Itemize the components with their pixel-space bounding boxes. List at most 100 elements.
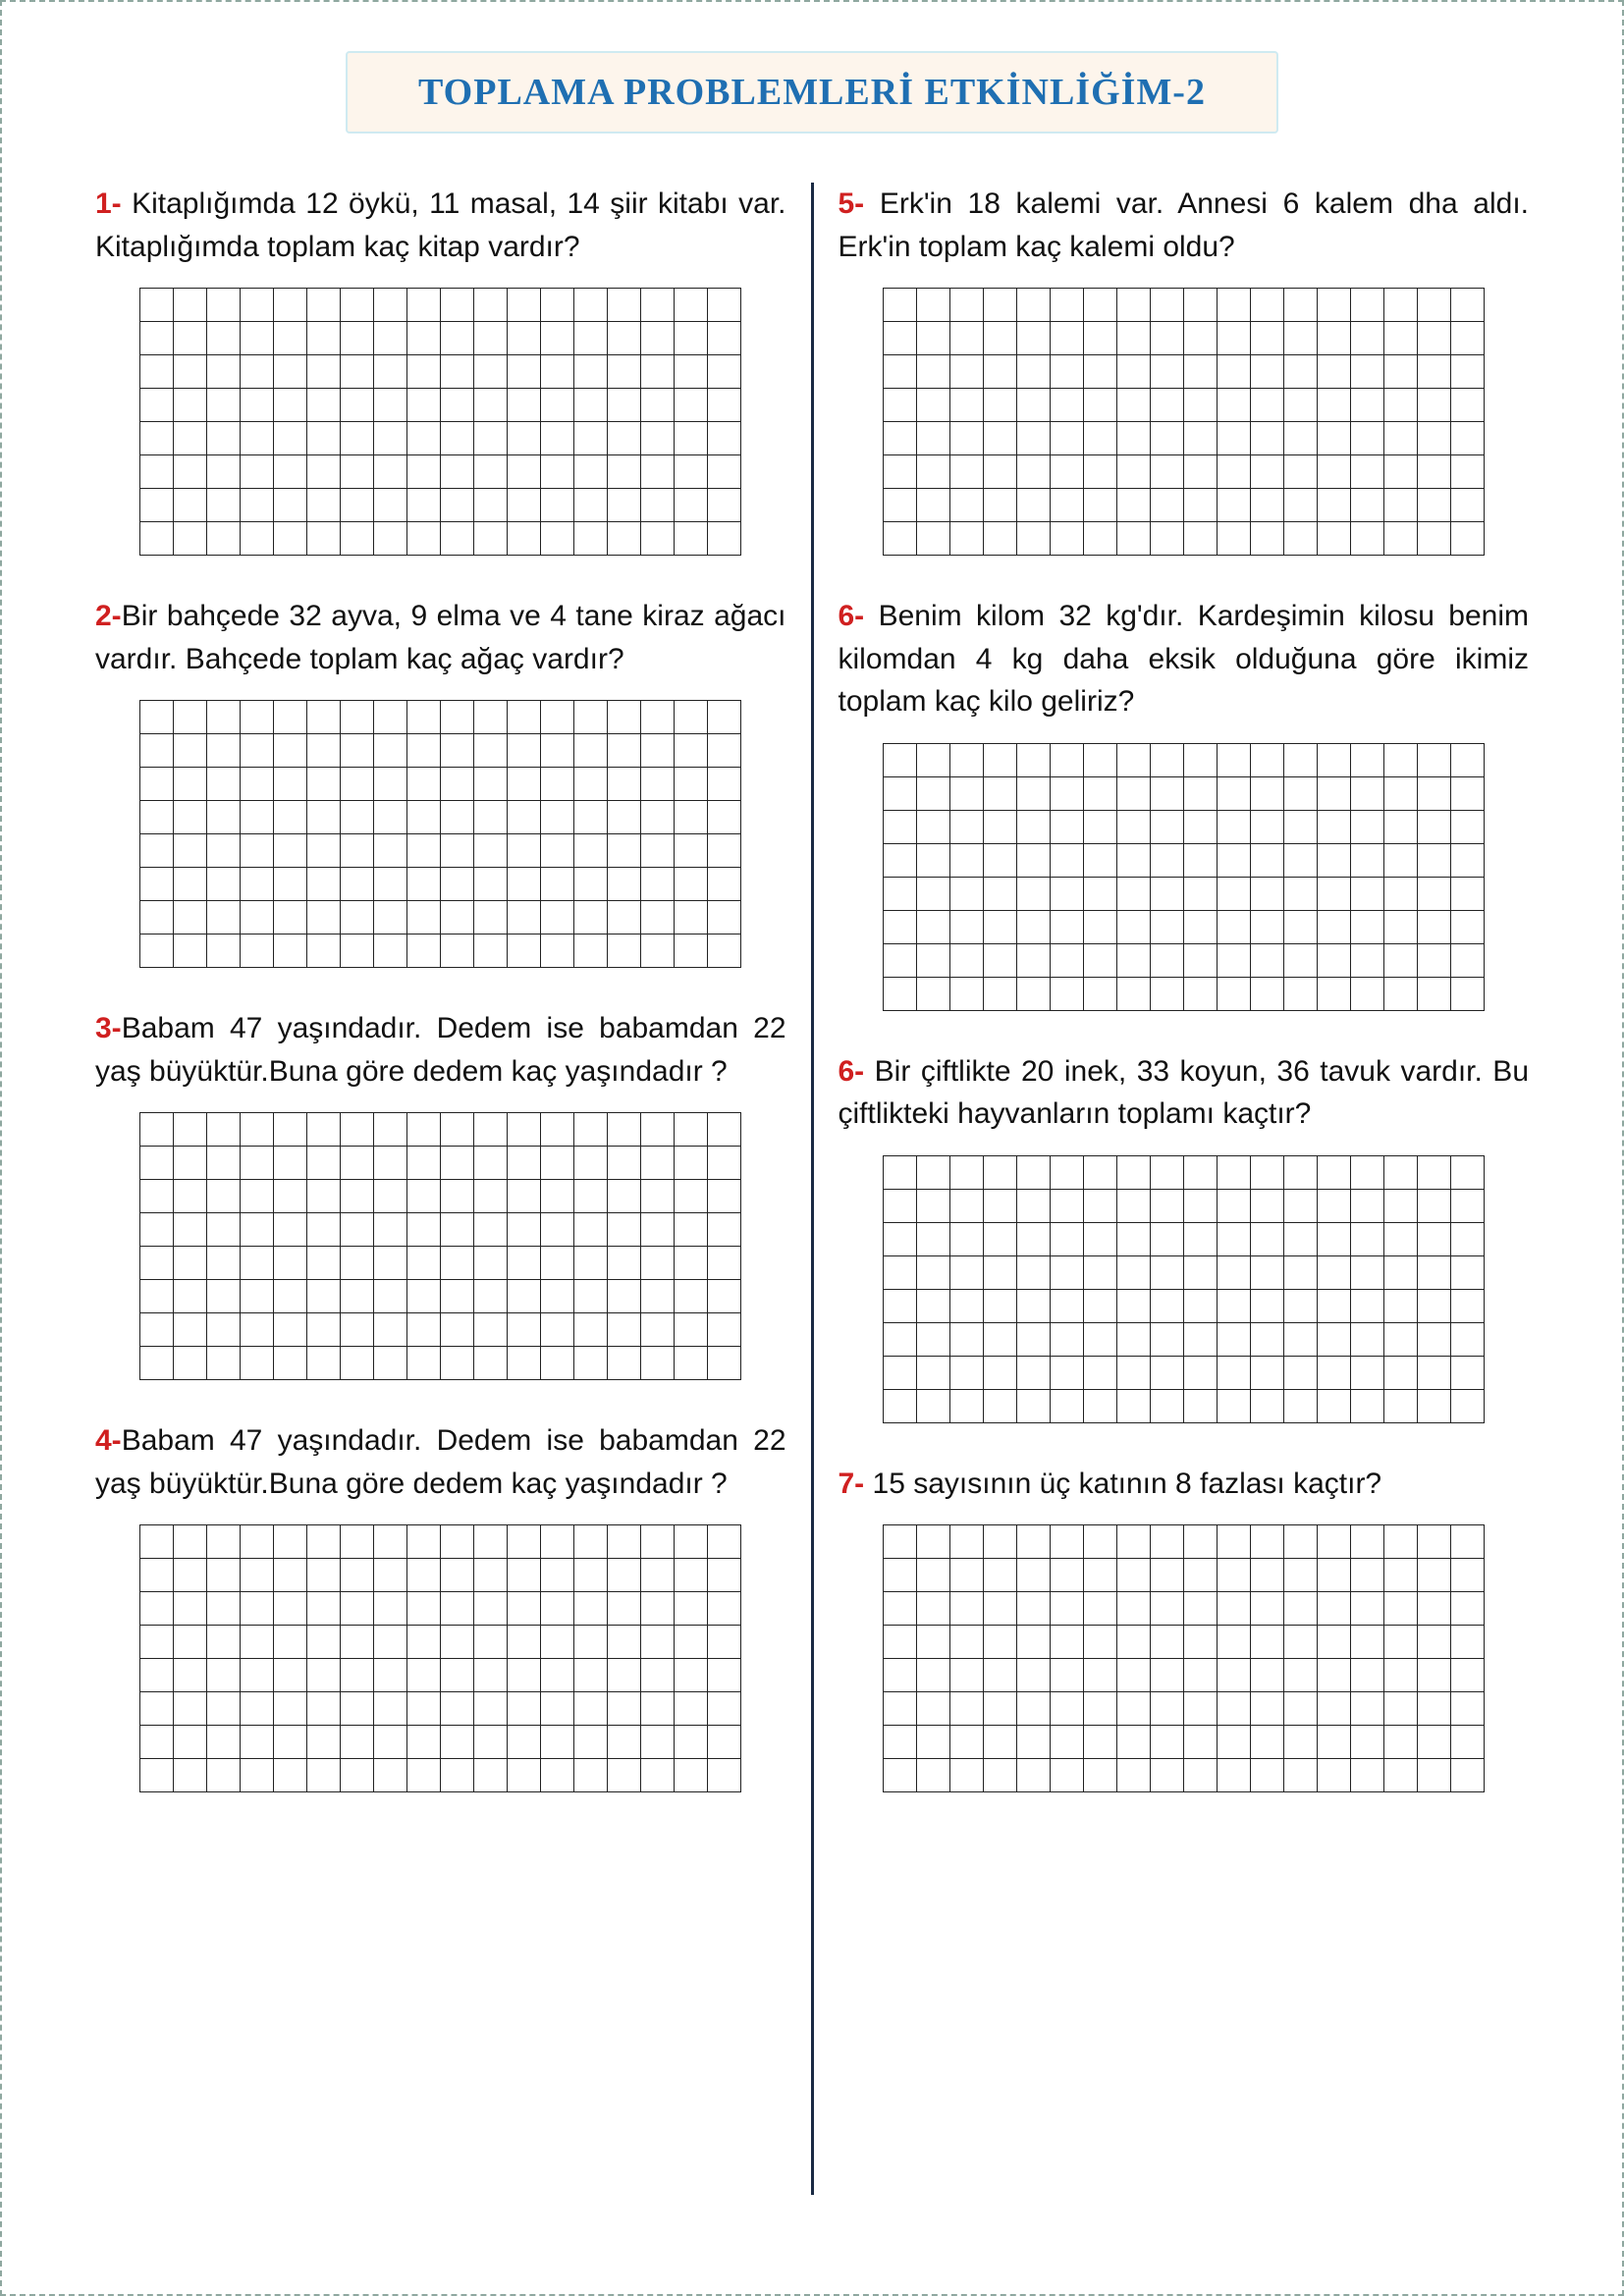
grid-cell (1450, 389, 1484, 422)
problem-number: 6- (839, 600, 865, 632)
grid-cell (1116, 389, 1150, 422)
grid-cell (1116, 1389, 1150, 1422)
grid-cell (1317, 743, 1350, 776)
grid-cell (1317, 943, 1350, 977)
grid-cell (1317, 843, 1350, 877)
grid-cell (207, 489, 241, 522)
grid-cell (541, 1759, 574, 1792)
grid-cell (1116, 422, 1150, 455)
grid-cell (207, 768, 241, 801)
grid-cell (174, 522, 207, 556)
grid-cell (174, 422, 207, 455)
grid-cell (1417, 1155, 1450, 1189)
grid-cell (207, 1692, 241, 1726)
grid-cell (1083, 1659, 1116, 1692)
grid-cell (374, 455, 407, 489)
grid-cell (441, 801, 474, 834)
grid-cell (949, 289, 983, 322)
grid-cell (1450, 943, 1484, 977)
grid-cell (140, 1180, 174, 1213)
grid-cell (207, 455, 241, 489)
grid-cell (949, 322, 983, 355)
grid-cell (474, 455, 508, 489)
grid-cell (675, 1280, 708, 1313)
grid-cell (1150, 877, 1183, 910)
grid-cell (916, 422, 949, 455)
grid-cell (508, 1726, 541, 1759)
grid-cell (1150, 1525, 1183, 1559)
problem-body: Bir çiftlikte 20 inek, 33 koyun, 36 tavu… (839, 1055, 1530, 1131)
grid-cell (407, 1113, 441, 1147)
grid-cell (1183, 910, 1217, 943)
grid-cell (1050, 389, 1083, 422)
grid-cell (1050, 776, 1083, 810)
grid-cell (1116, 1255, 1150, 1289)
grid-cell (140, 934, 174, 968)
grid-cell (1217, 1626, 1250, 1659)
grid-cell (374, 289, 407, 322)
grid-cell (1183, 1592, 1217, 1626)
grid-cell (407, 522, 441, 556)
grid-cell (207, 1347, 241, 1380)
grid-cell (608, 1726, 641, 1759)
grid-cell (474, 868, 508, 901)
grid-cell (1183, 1692, 1217, 1726)
grid-cell (541, 389, 574, 422)
grid-cell (675, 522, 708, 556)
grid-cell (574, 1213, 608, 1247)
grid-cell (508, 422, 541, 455)
grid-cell (1083, 1322, 1116, 1356)
grid-cell (1383, 489, 1417, 522)
grid-cell (608, 1213, 641, 1247)
grid-cell (341, 734, 374, 768)
grid-cell (1016, 1559, 1050, 1592)
grid-cell (1250, 1726, 1283, 1759)
grid-cell (341, 389, 374, 422)
grid-cell (708, 289, 741, 322)
grid-cell (1016, 1525, 1050, 1559)
grid-cell (1083, 1626, 1116, 1659)
grid-cell (1283, 1726, 1317, 1759)
grid-cell (949, 389, 983, 422)
grid-cell (1016, 1759, 1050, 1792)
grid-cell (341, 1525, 374, 1559)
grid-cell (1217, 289, 1250, 322)
grid-cell (174, 701, 207, 734)
grid-cell (541, 455, 574, 489)
grid-cell (341, 355, 374, 389)
grid-cell (1116, 1659, 1150, 1692)
answer-grid (883, 743, 1485, 1011)
grid-cell (1116, 489, 1150, 522)
grid-cell (883, 1525, 916, 1559)
grid-cell (1183, 776, 1217, 810)
grid-cell (140, 1313, 174, 1347)
grid-cell (207, 1213, 241, 1247)
grid-cell (474, 422, 508, 455)
grid-cell (1183, 1659, 1217, 1692)
grid-cell (916, 1222, 949, 1255)
grid-cell (1317, 422, 1350, 455)
grid-cell (1150, 843, 1183, 877)
grid-cell (508, 1759, 541, 1792)
grid-cell (1116, 943, 1150, 977)
grid-cell (608, 1313, 641, 1347)
grid-cell (1317, 389, 1350, 422)
grid-cell (641, 901, 675, 934)
grid-cell (1383, 1222, 1417, 1255)
grid-cell (1050, 1659, 1083, 1692)
grid-cell (574, 1147, 608, 1180)
grid-cell (441, 522, 474, 556)
grid-cell (1050, 422, 1083, 455)
grid-cell (641, 422, 675, 455)
grid-cell (1417, 1189, 1450, 1222)
grid-cell (140, 1113, 174, 1147)
grid-cell (207, 1147, 241, 1180)
grid-cell (1383, 1389, 1417, 1422)
grid-cell (574, 701, 608, 734)
grid-cell (1183, 1759, 1217, 1792)
grid-cell (207, 1113, 241, 1147)
grid-cell (241, 801, 274, 834)
grid-cell (274, 1313, 307, 1347)
grid-cell (1050, 1525, 1083, 1559)
grid-cell (374, 489, 407, 522)
